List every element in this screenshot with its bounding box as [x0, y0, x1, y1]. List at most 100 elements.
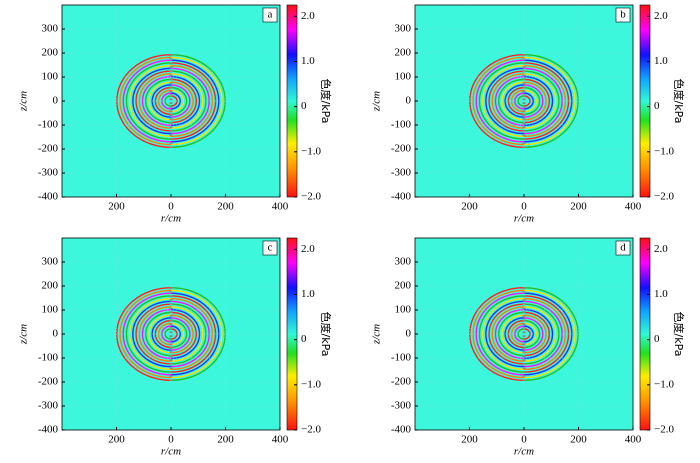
y-tick-label: -300 [38, 167, 59, 179]
ring [170, 317, 191, 351]
ring [170, 89, 185, 113]
plot-frame [61, 237, 281, 431]
x-tick-label: 200 [217, 434, 234, 446]
ring [523, 75, 554, 127]
y-tick-label: 100 [42, 71, 59, 83]
colorbar-tick-label: 0 [301, 333, 307, 345]
ring [170, 73, 204, 129]
ring [129, 64, 172, 138]
y-tick-label: 300 [42, 256, 59, 268]
ring [170, 322, 185, 346]
y-tick-label: -100 [391, 352, 412, 364]
colorbar-tick-label: −1.0 [654, 378, 674, 390]
colorbar-tick-label: 1.0 [301, 55, 315, 67]
ring [170, 303, 207, 365]
x-axis-label: r/cm [161, 446, 181, 458]
y-tick-label: 300 [395, 23, 412, 35]
y-tick-label: 200 [395, 280, 412, 292]
ring [523, 70, 560, 132]
panel: -400 -300 -200 -100 0 100 200 300 200 0 200 400 c r/c… [18, 237, 333, 458]
panel-label: d [620, 242, 626, 254]
ring [135, 303, 172, 365]
x-tick-label: 0 [168, 201, 174, 213]
y-tick-label: -400 [391, 424, 412, 436]
colorbar-tick-label: 1.0 [301, 288, 315, 300]
y-tick-label: 100 [42, 304, 59, 316]
ring [485, 67, 525, 135]
colorbar-tick-label: −1.0 [301, 378, 321, 390]
colorbar-tick-label: 0 [654, 333, 660, 345]
ring [482, 297, 525, 371]
colorbar-label: 色度/kPa [672, 312, 686, 357]
ring [494, 308, 525, 360]
ring [482, 64, 525, 138]
ring [523, 325, 534, 343]
colorbar-tick-label: 2.0 [301, 10, 315, 22]
y-tick-label: -300 [391, 400, 412, 412]
ring [125, 62, 172, 140]
ring [523, 84, 544, 118]
ring [148, 81, 172, 121]
panel-label-box [615, 7, 631, 23]
colorbar-tick-label: −1.0 [301, 145, 321, 157]
colorbar-tick-label: −2.0 [654, 191, 674, 203]
ring [148, 314, 172, 354]
panel-label-box [262, 240, 278, 256]
ring [478, 295, 525, 373]
y-tick-label: -100 [391, 119, 412, 131]
x-tick-label: 0 [521, 434, 527, 446]
ring [170, 84, 191, 118]
ring [170, 311, 197, 357]
ring [523, 92, 534, 110]
ring [523, 317, 544, 351]
x-tick-label: 400 [625, 201, 642, 213]
ring [129, 297, 172, 371]
x-tick-label: 400 [625, 434, 642, 446]
ring [498, 78, 525, 124]
x-tick-label: 0 [521, 201, 527, 213]
ring [523, 306, 557, 362]
ring [478, 62, 525, 140]
colorbar-tick-label: 1.0 [654, 55, 668, 67]
ring [523, 303, 560, 365]
x-tick-label: 200 [570, 434, 587, 446]
ring [523, 311, 550, 357]
y-tick-label: -400 [38, 191, 59, 203]
ring [170, 325, 181, 343]
plot-frame [414, 237, 634, 431]
colorbar-tick-label: 0 [301, 100, 307, 112]
panel-label-box [615, 240, 631, 256]
ring [498, 311, 525, 357]
ring [122, 292, 172, 376]
plot-frame [61, 4, 281, 198]
ring [494, 75, 525, 127]
ring [523, 322, 538, 346]
y-tick-label: 0 [53, 95, 59, 107]
y-tick-label: -200 [38, 143, 59, 155]
ring [517, 328, 525, 340]
ring [138, 73, 172, 129]
x-axis-label: r/cm [514, 213, 534, 225]
ring [475, 59, 525, 143]
colorbar-tick-label: −2.0 [654, 424, 674, 436]
y-axis-label: z/cm [371, 324, 383, 345]
y-tick-label: 0 [406, 95, 412, 107]
ring [122, 59, 172, 143]
ring [164, 95, 172, 107]
x-axis-label: r/cm [161, 213, 181, 225]
y-tick-label: -100 [38, 119, 59, 131]
x-tick-label: 200 [570, 201, 587, 213]
ring [170, 92, 181, 110]
panel: -400 -300 -200 -100 0 100 200 300 200 0 200 400 b r/c… [371, 4, 686, 225]
ring [141, 75, 172, 127]
colorbar-label: 色度/kPa [672, 79, 686, 124]
ring [523, 319, 541, 349]
colorbar [286, 4, 298, 198]
panel-label: c [268, 242, 273, 254]
ring [472, 289, 525, 379]
colorbar-tick-label: 2.0 [654, 243, 668, 255]
y-axis-label: z/cm [18, 91, 30, 112]
y-tick-label: 200 [42, 280, 59, 292]
y-tick-label: -200 [391, 376, 412, 388]
x-tick-label: 200 [461, 201, 478, 213]
